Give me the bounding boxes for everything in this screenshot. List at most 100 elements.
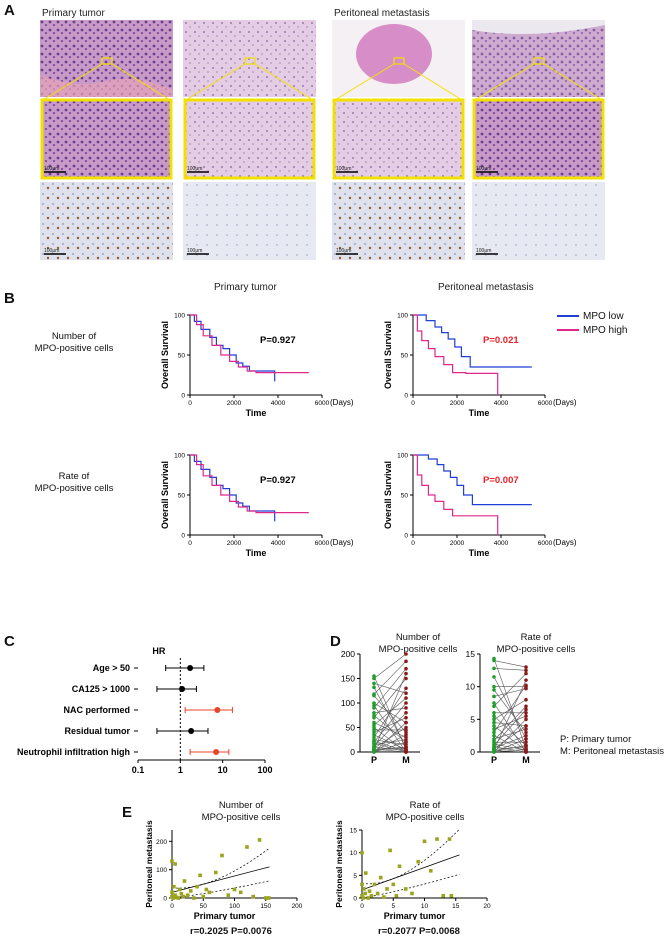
- metastasis-point: [404, 652, 408, 656]
- metastasis-case2-images: [472, 20, 605, 260]
- y-tick-label: 0: [404, 393, 408, 400]
- metastasis-point: [404, 720, 408, 725]
- x-tick-label: 50: [200, 903, 208, 910]
- scatter-point: [441, 893, 446, 898]
- pair-line: [373, 668, 407, 709]
- scatter-point: [362, 887, 366, 891]
- x-unit-label: (Days): [553, 538, 577, 547]
- pair-line: [373, 661, 407, 695]
- scatter-point: [435, 837, 439, 841]
- x-tick-label: M: [522, 755, 530, 765]
- metastasis-point: [524, 686, 528, 691]
- scatter-point: [416, 859, 421, 864]
- scatter-point: [378, 875, 383, 880]
- p-value-label: P=0.927: [260, 475, 296, 486]
- metastasis-point: [404, 686, 408, 691]
- scale-bar-label: 100μm: [187, 248, 202, 254]
- metastasis-point: [404, 725, 408, 730]
- metastasis-point: [524, 727, 528, 731]
- pair-line: [493, 680, 527, 751]
- pair-line: [373, 746, 407, 751]
- x-tick-label: 200: [292, 903, 303, 910]
- scatter-point: [198, 873, 202, 878]
- metastasis-point: [404, 746, 408, 750]
- x-tick-label: 6000: [538, 400, 553, 407]
- y-tick-label: 0: [163, 896, 167, 903]
- scatter-point: [361, 896, 366, 900]
- pair-line: [493, 699, 527, 720]
- metastasis-point: [524, 678, 528, 682]
- y-tick-label: 100: [341, 698, 355, 708]
- x-tick-label: 15: [452, 903, 460, 910]
- y-tick-label: 50: [401, 353, 409, 360]
- panel-e-right-title: Rate of MPO-positive cells: [385, 800, 465, 823]
- row-label: CA125 > 1000: [72, 684, 130, 694]
- primary-point: [492, 733, 496, 738]
- metastasis-point: [404, 733, 408, 737]
- scale-bar-label: 100μm: [187, 166, 202, 172]
- p-value-label: P=0.021: [483, 335, 519, 346]
- panel-a-header-primary: Primary tumor: [42, 8, 105, 19]
- y-tick-label: 100: [174, 453, 185, 460]
- y-axis-label: Peritoneal metastasis: [144, 820, 154, 908]
- scatter-point: [403, 887, 408, 891]
- y-tick-label: 50: [178, 493, 186, 500]
- pair-line: [373, 722, 407, 753]
- correlation-plot-corr_rate: 0 5 10 15 0 5 10 15 20 Primary tumor Peritoneal me…: [334, 820, 491, 920]
- scale-bar-label: 100μm: [476, 166, 491, 172]
- km-legend: MPO low MPO high: [557, 309, 627, 337]
- x-unit-label: (Days): [553, 398, 577, 407]
- km-curve-mpo-high: [190, 454, 309, 514]
- scatter-point: [388, 848, 392, 853]
- scatter-point: [367, 889, 372, 893]
- scatter-point: [245, 845, 249, 849]
- km-curve-mpo-low: [190, 454, 276, 522]
- pair-line: [493, 685, 527, 733]
- row-label: Age > 50: [93, 663, 130, 673]
- x-tick-label: P: [371, 755, 377, 765]
- y-tick-label: 10: [466, 682, 476, 692]
- scatter-point: [447, 837, 452, 841]
- metastasis-point: [524, 707, 528, 712]
- pair-line: [493, 749, 527, 753]
- km-curve-mpo-high: [413, 454, 499, 535]
- pair-line: [493, 745, 527, 752]
- x-axis-label: Time: [469, 408, 490, 418]
- km-plot-km_meta_rate: 0 50 100 0 2000 4000 6000 (Days) Time Overall Sur…: [383, 453, 577, 559]
- row-label: Residual tumor: [64, 726, 130, 736]
- pair-line: [493, 709, 527, 746]
- pair-line: [493, 668, 527, 671]
- panel-b-col-metastasis: Peritoneal metastasis: [438, 282, 534, 293]
- primary-point: [372, 715, 376, 720]
- scatter-point: [201, 894, 206, 899]
- scatter-point: [267, 896, 271, 900]
- pair-line: [373, 707, 407, 714]
- scatter-point: [177, 887, 182, 892]
- pair-line: [373, 739, 407, 745]
- scatter-point: [220, 853, 224, 858]
- x-tick-label: 0: [411, 540, 415, 547]
- metastasis-point: [524, 740, 528, 744]
- km-curve-mpo-low: [190, 314, 276, 382]
- confidence-band-upper: [361, 828, 460, 885]
- metastasis-point: [524, 737, 528, 741]
- pair-line: [373, 702, 407, 743]
- metastasis-point: [524, 730, 528, 735]
- x-tick-label: 0: [188, 540, 192, 547]
- primary-point: [492, 714, 496, 718]
- y-axis-label: Peritoneal metastasis: [334, 820, 344, 908]
- scale-bar-label: 100μm: [44, 248, 59, 254]
- pair-line: [373, 687, 407, 748]
- hr-point: [214, 707, 221, 713]
- primary-point: [492, 658, 496, 663]
- scatter-point: [369, 893, 374, 898]
- primary-point: [372, 676, 376, 681]
- scatter-point: [363, 871, 368, 875]
- y-axis-label: Overall Survival: [160, 461, 170, 529]
- y-tick-label: 150: [341, 674, 355, 684]
- pair-line: [373, 688, 407, 738]
- primary-point: [492, 717, 496, 722]
- regression-line: [361, 854, 460, 891]
- scatter-point: [238, 890, 243, 895]
